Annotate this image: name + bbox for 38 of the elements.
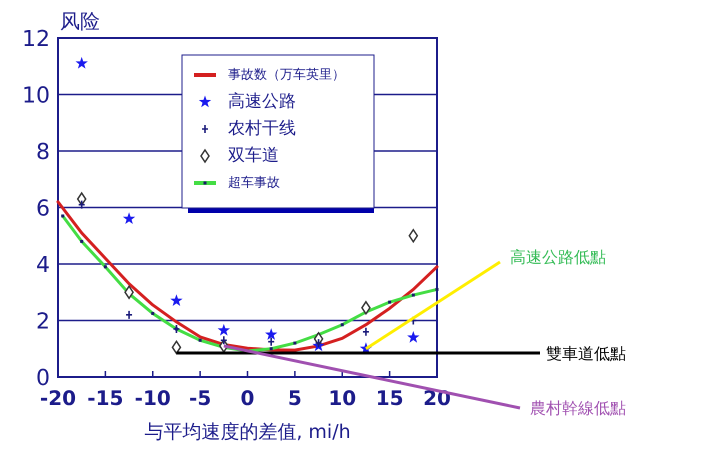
point	[122, 212, 136, 224]
legend-label: 超车事故	[228, 176, 280, 191]
legend-label: 事故数（万车英里）	[228, 68, 345, 83]
x-tick-label: 0	[240, 386, 254, 410]
point	[170, 294, 183, 306]
point	[362, 327, 370, 337]
point	[265, 328, 278, 340]
point	[314, 338, 322, 348]
point	[408, 229, 418, 242]
point	[124, 286, 134, 299]
x-tick-label: -10	[134, 386, 171, 410]
annotation: 高速公路低點	[510, 247, 606, 266]
y-tick-label: 6	[36, 196, 50, 222]
x-tick-label: -5	[189, 386, 212, 410]
legend-label: 高速公路	[228, 92, 296, 112]
y-tick-label: 10	[22, 84, 50, 108]
x-tick-label: -15	[87, 386, 124, 410]
legend-label: 双车道	[228, 146, 279, 166]
y-tick-label: 12	[22, 27, 50, 52]
point	[76, 56, 88, 69]
point	[361, 301, 371, 315]
point	[125, 310, 133, 320]
point	[267, 336, 275, 346]
point	[172, 340, 182, 354]
legend-label: 农村干线	[228, 118, 296, 139]
x-tick-label: 5	[288, 386, 302, 410]
y-tick-label: 4	[36, 253, 50, 278]
point	[220, 335, 228, 346]
y-tick-label: 2	[36, 310, 50, 334]
point	[218, 324, 230, 336]
point	[78, 200, 86, 210]
x-tick-label: 10	[328, 386, 356, 410]
y-axis-title: 风险	[60, 9, 100, 33]
y-tick-label: 8	[36, 140, 50, 165]
point	[407, 330, 420, 343]
x-tick-label: 15	[376, 386, 404, 410]
annotation: 農村幹線低點	[530, 398, 626, 418]
x-axis-title: 与平均速度的差值, mi/h	[144, 421, 351, 443]
